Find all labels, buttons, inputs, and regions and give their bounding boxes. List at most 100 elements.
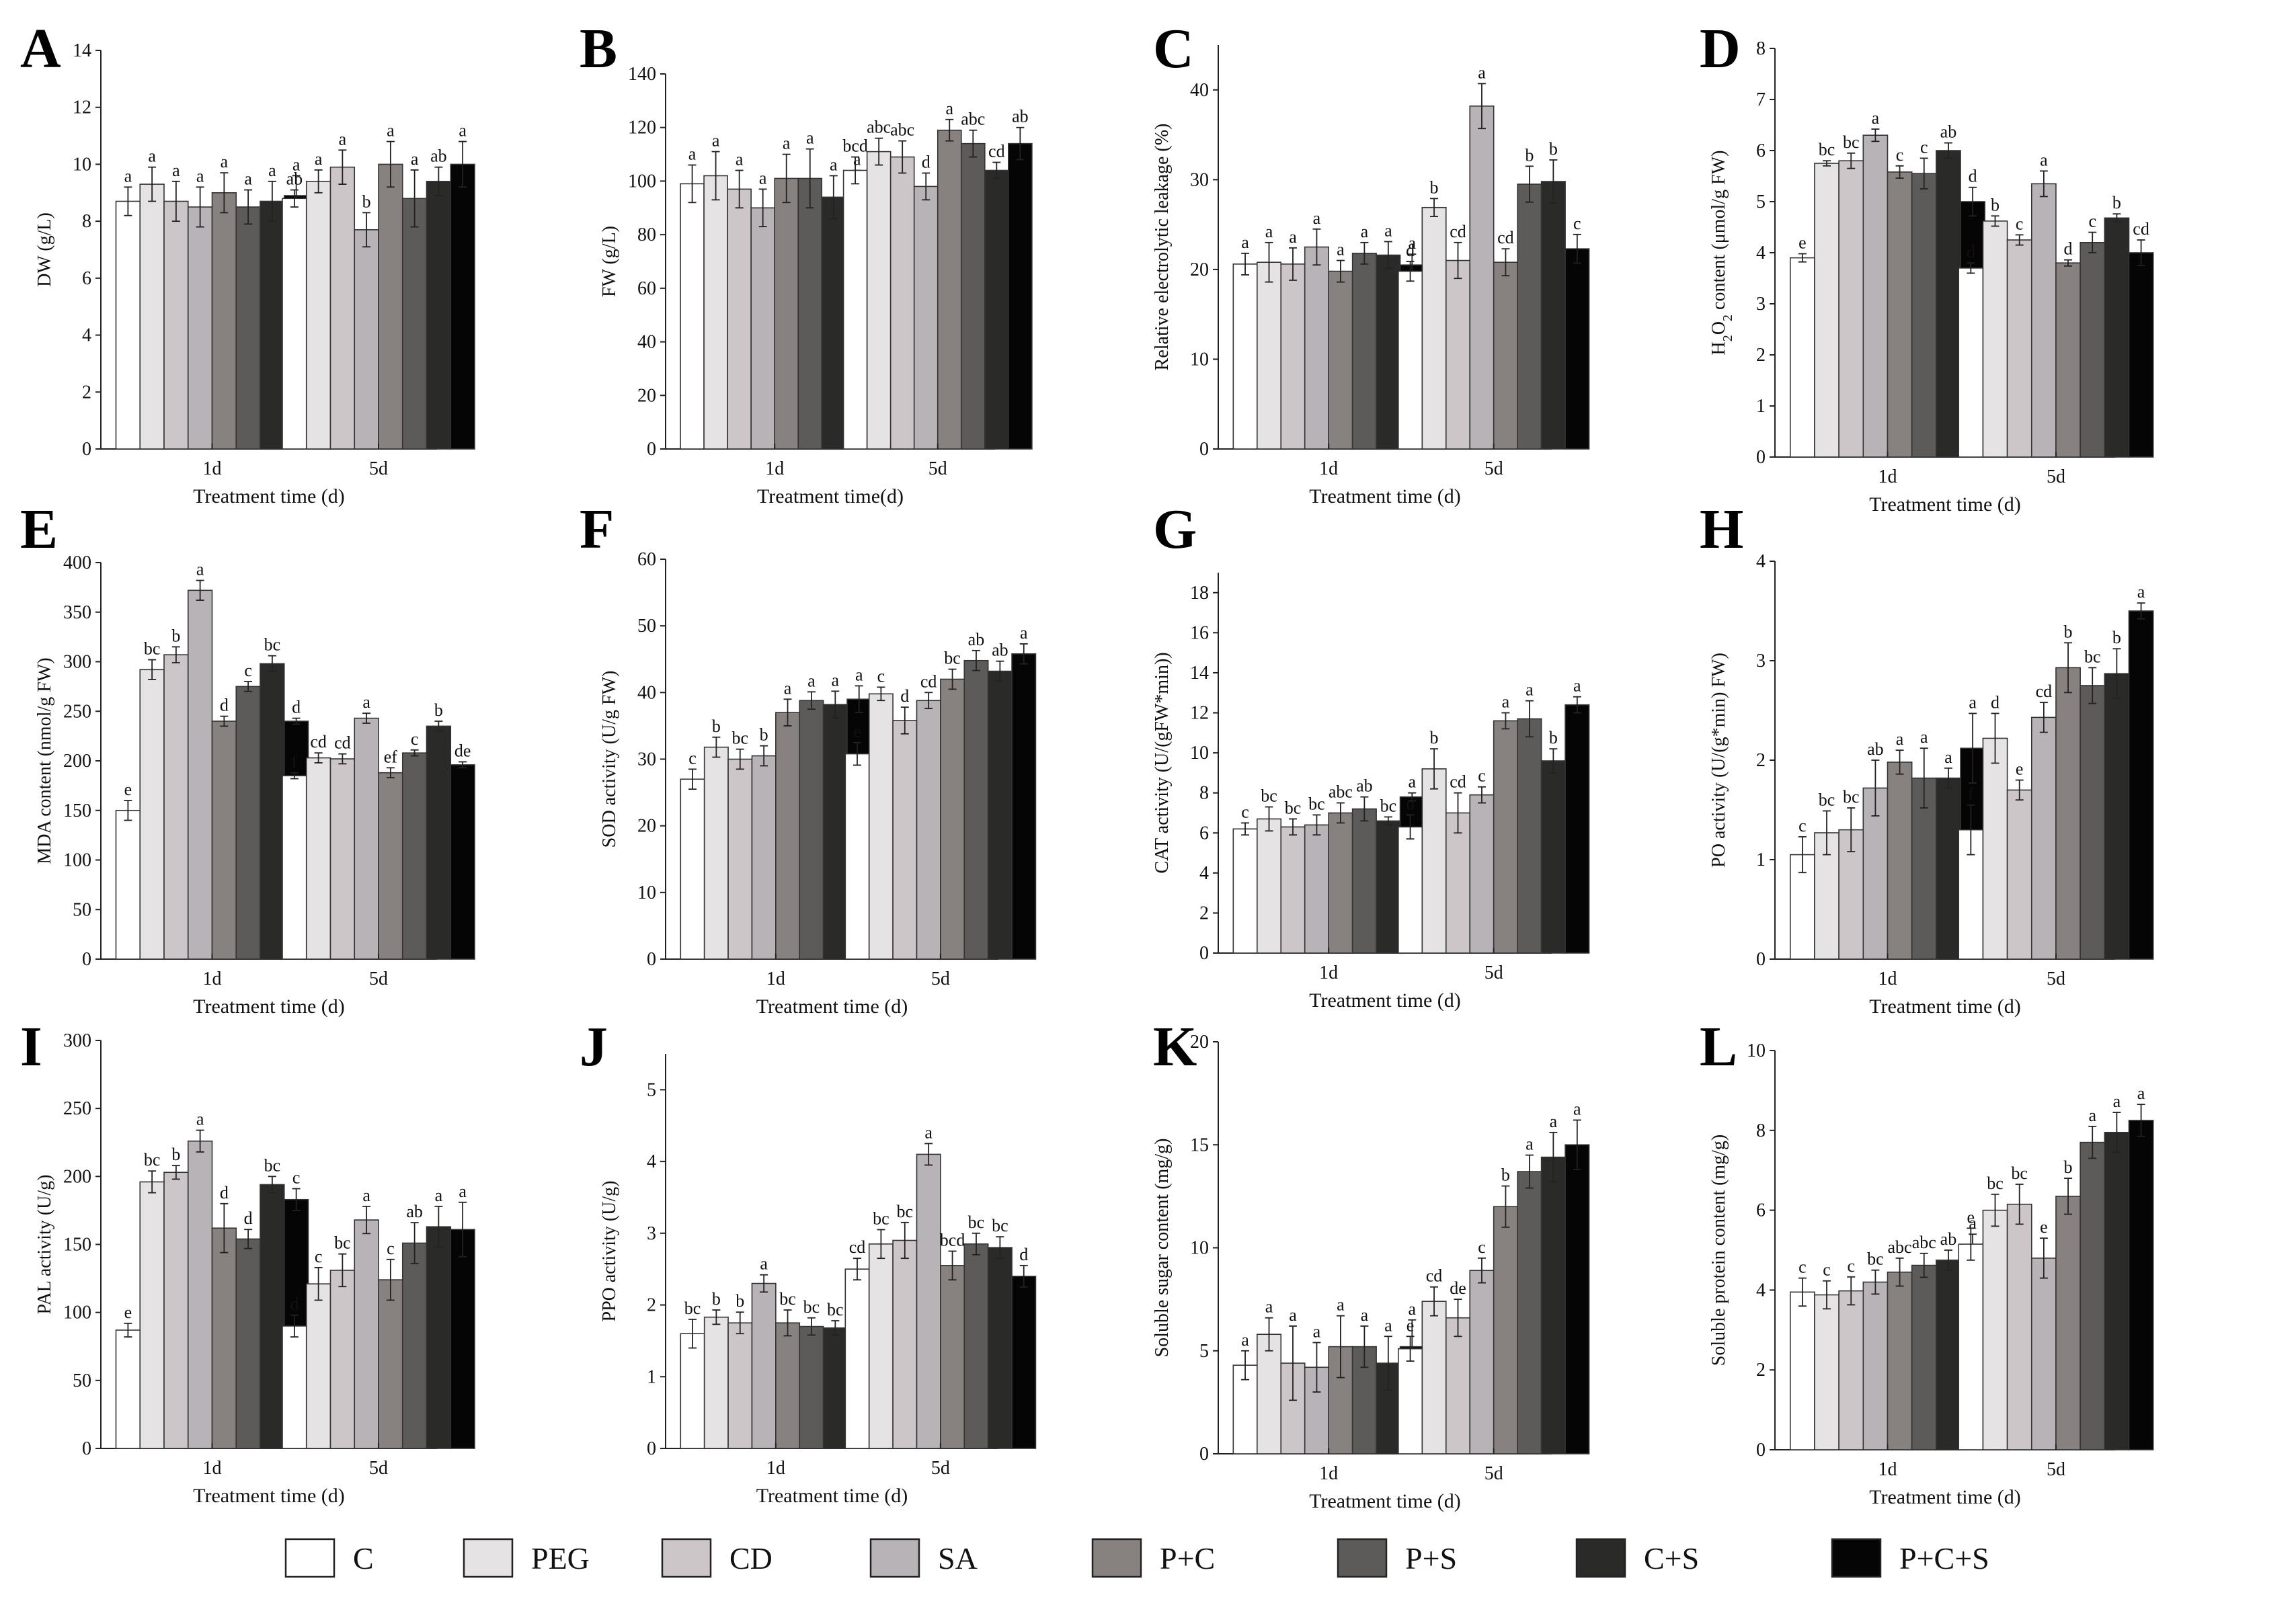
bar-CD-1d <box>1838 1290 1864 1450</box>
significance-letter: f <box>292 752 298 772</box>
bar-CD-5d <box>329 758 356 960</box>
y-tick-label: 10 <box>1190 1238 1209 1259</box>
bar-CD-1d <box>1838 160 1864 458</box>
y-tick-label: 200 <box>63 751 91 772</box>
significance-letter: bc <box>944 649 961 668</box>
y-tick-label: 40 <box>637 332 656 353</box>
bar-SA-5d <box>1469 1270 1495 1454</box>
y-axis-label: CAT activity (U/(gFW*min)) <box>1152 652 1173 873</box>
bar-PEG-5d <box>1982 1209 2008 1450</box>
significance-letter: bc <box>968 1213 985 1232</box>
bar-C+S-5d <box>987 670 1013 960</box>
bar-SA-1d <box>751 1282 777 1449</box>
bar-C+S-5d <box>2104 673 2130 960</box>
significance-letter: b <box>1430 728 1439 747</box>
legend-item-PEG: PEG <box>463 1538 590 1578</box>
bar-C+S-1d <box>1936 1260 1961 1450</box>
y-axis-label: PPO activity (U/g) <box>599 1181 620 1322</box>
bar-P+S-5d <box>2080 241 2106 458</box>
x-axis-label: Treatment time (d) <box>756 995 908 1018</box>
significance-letter: a <box>1502 692 1510 712</box>
y-tick-label: 5 <box>1199 1341 1209 1362</box>
bar-C+S-1d <box>1376 254 1401 450</box>
bar-C-1d <box>115 809 141 960</box>
bar-P+C+S-5d <box>450 163 475 450</box>
bar-P+C-5d <box>2055 262 2081 458</box>
bar-C-5d <box>842 169 868 450</box>
x-axis-label: Treatment time (d) <box>1869 1486 2021 1508</box>
significance-letter: b <box>1501 1165 1510 1185</box>
significance-letter: e <box>124 780 132 799</box>
x-tick-label: 5d <box>928 458 947 479</box>
panel-letter: C <box>1153 17 1194 80</box>
significance-letter: c <box>1478 1237 1486 1257</box>
significance-letter: b <box>1549 728 1558 747</box>
bar-C+S-5d <box>1540 760 1566 954</box>
y-axis-label: PO activity (U/(g*min) FW) <box>1708 653 1729 868</box>
y-tick-label: 15 <box>1190 1135 1209 1155</box>
y-tick-label: 4 <box>1199 863 1209 884</box>
y-tick-label: 100 <box>628 171 656 192</box>
significance-letter: cd <box>1426 1266 1443 1286</box>
significance-letter: a <box>855 665 863 684</box>
bar-CD-5d <box>329 166 356 450</box>
y-tick-label: 50 <box>73 899 91 920</box>
bar-C-5d <box>1398 270 1423 450</box>
bar-SA-1d <box>1862 1281 1889 1450</box>
bar-C+S-1d <box>822 704 848 960</box>
panel-letter: E <box>20 498 58 561</box>
bar-P+S-1d <box>799 700 824 960</box>
bar-SA-5d <box>2030 183 2057 458</box>
significance-letter: c <box>315 1247 323 1266</box>
significance-letter: cd <box>2133 219 2149 239</box>
significance-letter: e <box>124 1303 132 1322</box>
bar-P+C+S-5d <box>1008 142 1033 450</box>
bar-SA-1d <box>187 589 213 960</box>
panel-letter: I <box>20 1016 42 1078</box>
y-tick-label: 0 <box>647 949 656 970</box>
panel-letter: G <box>1153 498 1197 561</box>
significance-letter: bc <box>1261 786 1277 806</box>
y-tick-label: 1 <box>1756 850 1766 870</box>
bar-P+S-5d <box>401 1242 428 1449</box>
y-tick-label: 2 <box>1199 903 1209 923</box>
bar-P+C-5d <box>1493 261 1518 450</box>
x-axis-label: Treatment time (d) <box>193 1485 345 1507</box>
significance-letter: a <box>124 166 132 186</box>
y-tick-label: 1 <box>647 1366 656 1387</box>
bar-C-1d <box>680 1333 705 1449</box>
significance-letter: a <box>1573 1099 1581 1118</box>
legend-item-CD: CD <box>661 1538 773 1578</box>
bar-PEG-1d <box>1256 261 1282 450</box>
x-tick-label: 1d <box>1319 1463 1338 1484</box>
bar-P+C+S-5d <box>2128 610 2154 960</box>
significance-letter: c <box>1847 1256 1855 1276</box>
bar-P+C-1d <box>211 192 237 450</box>
significance-letter: b <box>2112 193 2121 212</box>
significance-letter: ab <box>430 147 447 166</box>
y-axis-label: DW (g/L) <box>34 212 55 287</box>
bar-PEG-5d <box>305 1283 331 1449</box>
bar-P+S-5d <box>960 142 986 450</box>
x-tick-label: 5d <box>1485 962 1503 983</box>
y-tick-label: 40 <box>1190 80 1209 101</box>
y-tick-label: 0 <box>1756 447 1766 468</box>
significance-letter: b <box>1430 177 1439 197</box>
bar-PEG-1d <box>139 1181 165 1449</box>
bar-C+S-5d <box>426 1226 452 1449</box>
y-tick-label: 14 <box>73 40 91 61</box>
y-tick-label: 200 <box>63 1166 91 1187</box>
significance-letter: a <box>1920 727 1928 747</box>
y-tick-label: 350 <box>63 602 91 623</box>
y-tick-label: 3 <box>647 1223 656 1244</box>
y-tick-label: 6 <box>1756 140 1766 161</box>
significance-letter: a <box>172 161 180 180</box>
significance-letter: e <box>853 722 861 741</box>
y-tick-label: 40 <box>637 682 656 703</box>
bar-P+C-1d <box>1328 812 1353 954</box>
significance-letter: a <box>1289 227 1297 247</box>
bar-CD-5d <box>1445 259 1471 450</box>
bar-P+C-1d <box>1328 270 1353 450</box>
